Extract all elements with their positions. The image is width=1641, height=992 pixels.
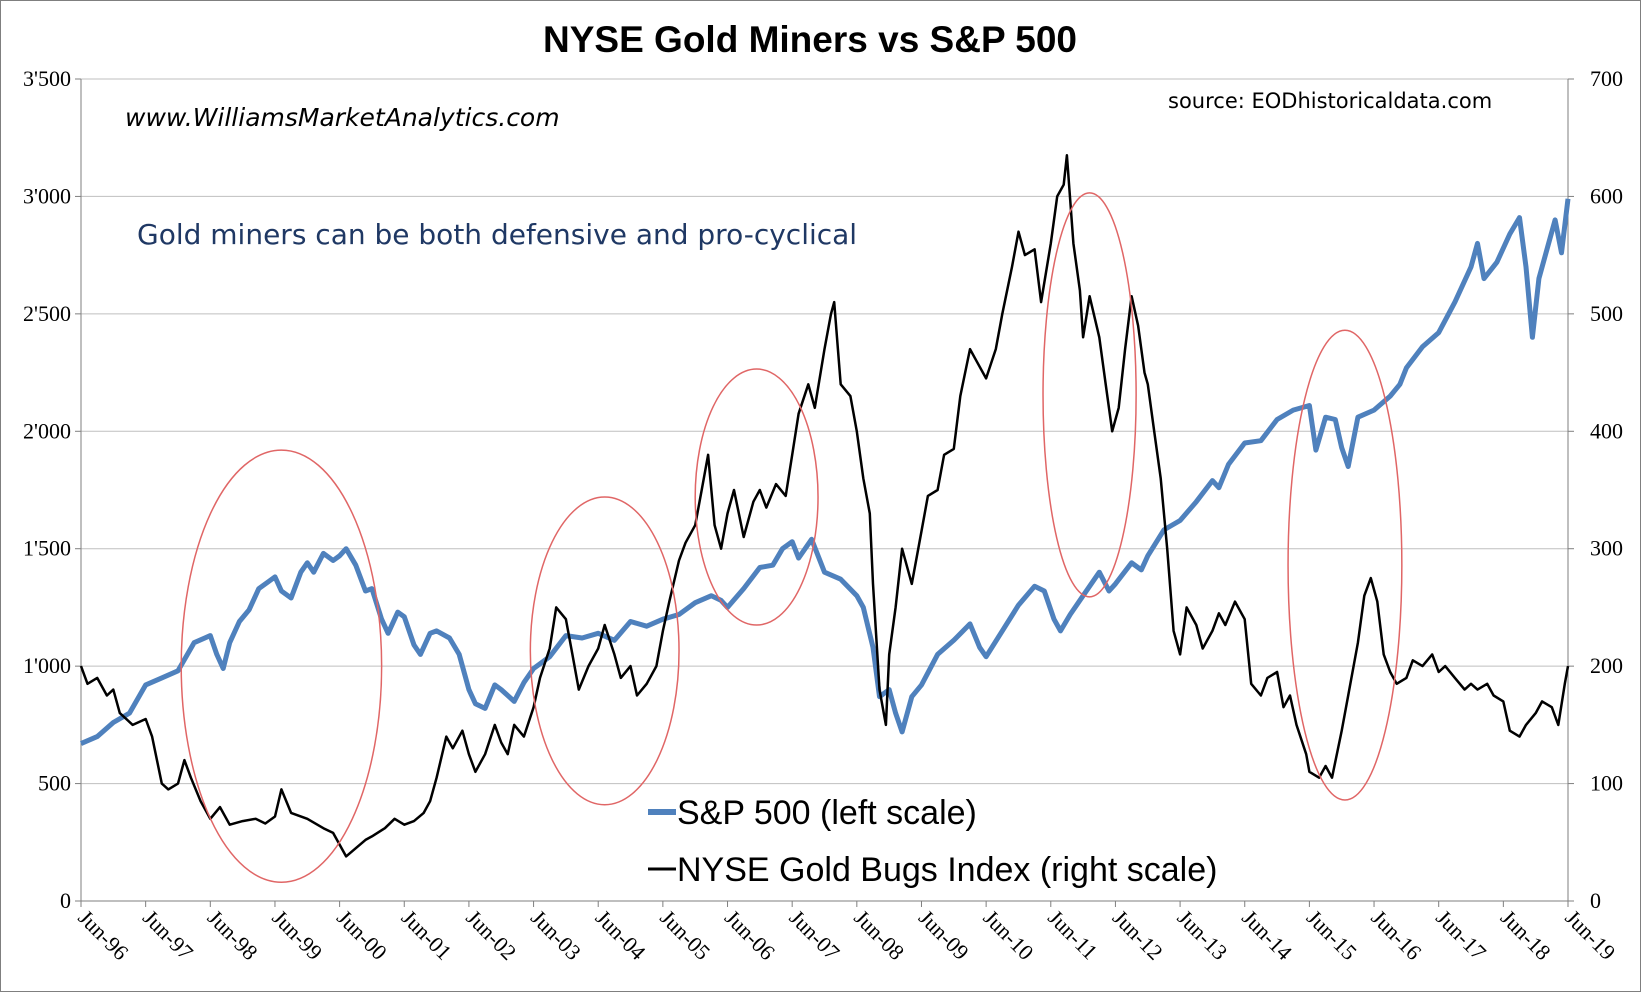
x-tick-label: Jun-17 xyxy=(1431,905,1491,965)
x-tick-label: Jun-97 xyxy=(138,905,198,965)
y-left-tick-label: 0 xyxy=(60,888,71,913)
legend-label-sp500: S&P 500 (left scale) xyxy=(677,794,977,832)
highlight-ellipse xyxy=(1042,192,1137,598)
y-axis-right-ticks: 0 100 200 300 400 500 600 700 xyxy=(1590,66,1623,913)
y-right-tick-label: 300 xyxy=(1590,536,1623,561)
highlight-ellipses xyxy=(180,192,1403,883)
x-tick-label: Jun-00 xyxy=(332,905,392,965)
x-tick-label: Jun-99 xyxy=(267,905,327,965)
x-tick-label: Jun-16 xyxy=(1367,905,1427,965)
y-left-tick-label: 3'500 xyxy=(23,66,71,91)
highlight-ellipse xyxy=(1287,329,1403,801)
highlight-ellipse xyxy=(529,496,680,806)
x-tick-label: Jun-04 xyxy=(591,905,651,965)
x-tick-label: Jun-03 xyxy=(526,905,586,965)
y-axis-left-ticks: 0 500 1'000 1'500 2'000 2'500 3'000 3'500 xyxy=(23,66,71,913)
y-right-tick-label: 700 xyxy=(1590,66,1623,91)
x-tick-label: Jun-19 xyxy=(1560,905,1620,965)
series-lines xyxy=(79,154,1571,858)
chart-note: Gold miners can be both defensive and pr… xyxy=(137,218,857,251)
legend: S&P 500 (left scale) NYSE Gold Bugs Inde… xyxy=(648,794,1217,889)
x-tick-label: Jun-96 xyxy=(73,905,133,965)
y-left-tick-label: 2'000 xyxy=(23,418,71,443)
y-left-tick-label: 3'000 xyxy=(23,183,71,208)
chart-title: NYSE Gold Miners vs S&P 500 xyxy=(543,19,1077,60)
y-right-tick-label: 500 xyxy=(1590,301,1623,326)
y-left-tick-label: 1'500 xyxy=(23,536,71,561)
x-axis-ticks: Jun-96 Jun-97 Jun-98 Jun-99 Jun-00 Jun-01 Jun-… xyxy=(73,905,1620,965)
highlight-ellipse xyxy=(694,368,819,626)
legend-label-goldbugs: NYSE Gold Bugs Index (right scale) xyxy=(677,851,1217,889)
x-tick-label: Jun-18 xyxy=(1496,905,1556,965)
axes xyxy=(75,78,1574,907)
series-line-goldbugs xyxy=(79,154,1570,858)
y-right-tick-label: 400 xyxy=(1590,418,1623,443)
x-tick-label: Jun-05 xyxy=(655,905,715,965)
highlight-ellipse xyxy=(180,449,383,883)
x-tick-label: Jun-08 xyxy=(849,905,909,965)
y-left-tick-label: 2'500 xyxy=(23,301,71,326)
source-annotation: source: EODhistoricaldata.com xyxy=(1168,89,1492,113)
y-left-tick-label: 500 xyxy=(38,771,71,796)
x-tick-label: Jun-13 xyxy=(1173,905,1233,965)
x-tick-label: Jun-02 xyxy=(461,905,521,965)
x-tick-label: Jun-09 xyxy=(914,905,974,965)
x-tick-label: Jun-07 xyxy=(785,905,845,965)
x-tick-label: Jun-01 xyxy=(397,905,457,965)
y-right-tick-label: 600 xyxy=(1590,183,1623,208)
x-tick-label: Jun-06 xyxy=(720,905,780,965)
y-right-tick-label: 200 xyxy=(1590,653,1623,678)
x-tick-label: Jun-15 xyxy=(1302,905,1362,965)
series-line-sp500 xyxy=(80,198,1571,746)
website-annotation: www.WilliamsMarketAnalytics.com xyxy=(125,103,560,132)
x-tick-label: Jun-12 xyxy=(1108,905,1168,965)
y-left-tick-label: 1'000 xyxy=(23,653,71,678)
y-right-tick-label: 0 xyxy=(1590,888,1601,913)
y-right-tick-label: 100 xyxy=(1590,771,1623,796)
x-tick-label: Jun-98 xyxy=(203,905,263,965)
gridlines xyxy=(81,78,1568,785)
x-tick-label: Jun-14 xyxy=(1237,905,1297,965)
x-tick-label: Jun-10 xyxy=(979,905,1039,965)
x-tick-label: Jun-11 xyxy=(1043,905,1102,964)
